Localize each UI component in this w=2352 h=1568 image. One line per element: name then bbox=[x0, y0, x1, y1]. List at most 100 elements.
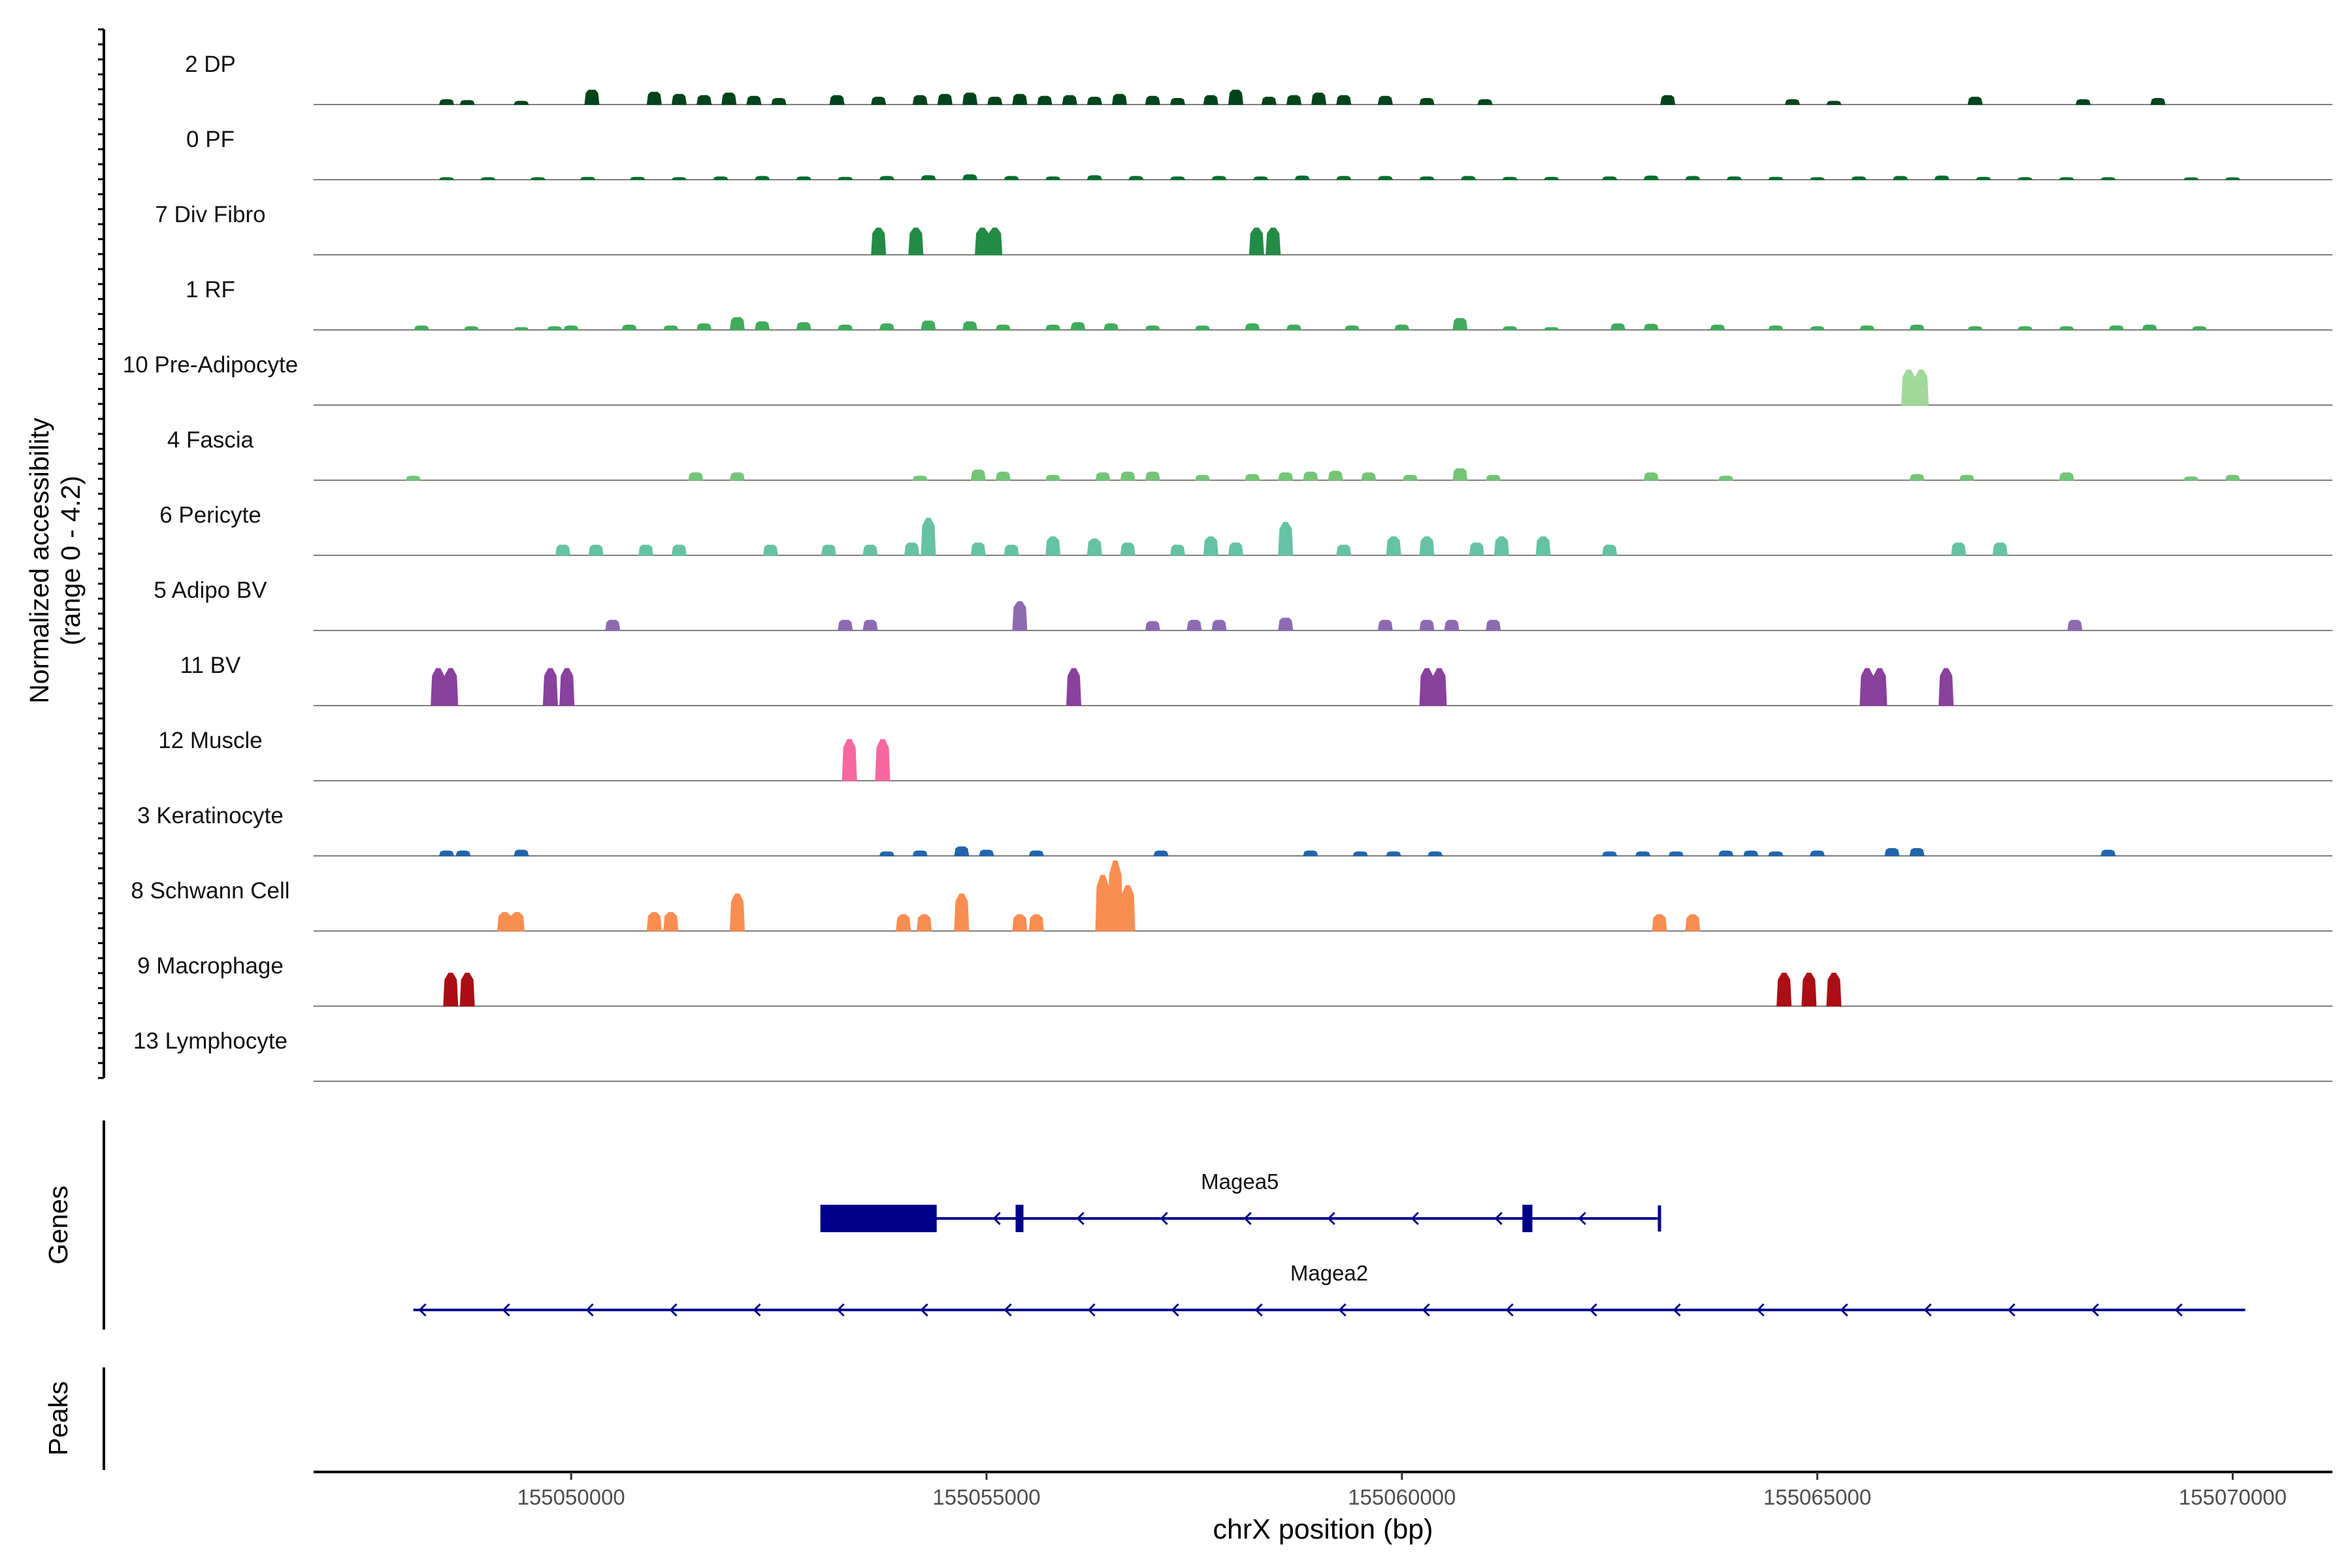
coverage-peak bbox=[1012, 914, 1028, 932]
coverage-peak bbox=[1336, 544, 1352, 556]
coverage-peak bbox=[1934, 175, 1950, 180]
strand-arrow bbox=[2174, 1303, 2183, 1317]
track-12: 8 Schwann Cell bbox=[131, 860, 2332, 932]
coverage-peak bbox=[1872, 668, 1887, 706]
coverage-peak bbox=[1685, 176, 1701, 180]
coverage-peak bbox=[921, 517, 936, 556]
coverage-peak bbox=[896, 914, 911, 932]
coverage-peak bbox=[1602, 544, 1618, 556]
coverage-peak bbox=[1452, 318, 1468, 331]
track-label: 3 Keratinocyte bbox=[137, 803, 284, 828]
coverage-peak bbox=[1336, 95, 1352, 105]
coverage-peak bbox=[879, 176, 895, 180]
coverage-peak bbox=[1328, 470, 1343, 481]
coverage-peak bbox=[729, 472, 745, 481]
coverage-peak bbox=[459, 972, 475, 1007]
track-2: 0 PF bbox=[186, 127, 2332, 180]
strand-arrow bbox=[753, 1303, 761, 1317]
coverage-peak bbox=[513, 327, 529, 331]
coverage-peak bbox=[2142, 324, 2157, 331]
coverage-peak bbox=[463, 326, 480, 331]
x-tick-label: 155065000 bbox=[1763, 1485, 1871, 1509]
coverage-peak bbox=[1377, 176, 1394, 180]
coverage-peak bbox=[2059, 472, 2074, 481]
coverage-peak bbox=[1377, 619, 1393, 631]
coverage-peak bbox=[879, 323, 895, 331]
coverage-peak bbox=[1776, 972, 1792, 1007]
coverage-peak bbox=[754, 176, 770, 180]
track-label: 1 RF bbox=[186, 277, 235, 302]
coverage-peak bbox=[1419, 619, 1435, 631]
track-13: 9 Macrophage bbox=[137, 953, 2332, 1007]
strand-arrow bbox=[1494, 1211, 1503, 1226]
coverage-peak bbox=[1469, 542, 1484, 556]
coverage-peak bbox=[1601, 176, 1618, 180]
coverage-peak bbox=[1502, 176, 1518, 180]
coverage-peak bbox=[771, 98, 787, 105]
coverage-peak bbox=[459, 100, 475, 105]
gene-annotations: Magea5 Magea2 bbox=[413, 1169, 2246, 1317]
coverage-peak bbox=[1145, 95, 1160, 105]
coverage-peak bbox=[1386, 536, 1401, 556]
coverage-peak bbox=[962, 174, 978, 180]
strand-arrow bbox=[669, 1303, 678, 1317]
coverage-peak bbox=[1386, 851, 1401, 857]
coverage-peak bbox=[995, 471, 1011, 481]
track-label: 5 Adipo BV bbox=[154, 578, 267, 603]
coverage-peak bbox=[663, 912, 679, 932]
genes-panel-label: Genes bbox=[43, 1186, 73, 1265]
coverage-peak bbox=[1153, 850, 1169, 857]
coverage-peak bbox=[1477, 99, 1493, 105]
coverage-peak bbox=[1768, 851, 1784, 857]
coverage-peak bbox=[1892, 176, 1908, 180]
coverage-peak bbox=[1938, 668, 1954, 706]
coverage-peak bbox=[2183, 476, 2199, 481]
coverage-peak bbox=[1610, 323, 1626, 331]
coverage-peak bbox=[970, 469, 986, 481]
coverage-peak bbox=[1726, 176, 1742, 180]
strand-arrow bbox=[1076, 1211, 1085, 1226]
coverage-peak bbox=[1768, 325, 1784, 331]
coverage-peak bbox=[638, 544, 654, 556]
strand-arrow bbox=[2091, 1303, 2099, 1317]
coverage-peak bbox=[1967, 326, 1984, 331]
coverage-peak bbox=[1826, 972, 1842, 1007]
coverage-peak bbox=[1070, 322, 1086, 331]
coverage-peak bbox=[729, 893, 745, 932]
coverage-peak bbox=[1768, 176, 1784, 180]
coverage-peak bbox=[1120, 885, 1135, 932]
coverage-peak bbox=[1278, 617, 1294, 631]
coverage-peak bbox=[987, 97, 1003, 105]
coverage-peak bbox=[912, 850, 928, 857]
coverage-peak bbox=[1128, 176, 1144, 180]
coverage-peak bbox=[1419, 668, 1435, 706]
coverage-peak bbox=[875, 739, 890, 781]
coverage-peak bbox=[1294, 175, 1310, 180]
coverage-peak bbox=[1909, 324, 1925, 331]
track-8: 5 Adipo BV bbox=[154, 578, 2332, 631]
coverage-peak bbox=[1444, 619, 1460, 631]
strand-arrow bbox=[1087, 1303, 1096, 1317]
coverage-tracks: 2 DP 0 PF 7 Div Fibro 1 RF 10 Pre-Adipocyte 4… bbox=[123, 52, 2332, 1082]
coverage-peak bbox=[671, 544, 687, 556]
coverage-peak bbox=[1427, 851, 1443, 857]
coverage-peak bbox=[1245, 323, 1260, 331]
coverage-peak bbox=[908, 227, 924, 255]
coverage-peak bbox=[1095, 472, 1111, 481]
strand-arrow bbox=[502, 1303, 510, 1317]
track-11: 3 Keratinocyte bbox=[137, 803, 2332, 857]
coverage-peak bbox=[912, 95, 928, 105]
strand-arrow bbox=[1505, 1303, 1514, 1317]
coverage-peak bbox=[629, 176, 645, 180]
strand-arrow bbox=[1254, 1303, 1263, 1317]
coverage-peak bbox=[755, 321, 770, 331]
coverage-peak bbox=[696, 95, 712, 105]
coverage-peak bbox=[563, 325, 579, 331]
track-1: 2 DP bbox=[185, 52, 2332, 105]
x-tick-label: 155050000 bbox=[517, 1485, 625, 1509]
coverage-peak bbox=[1431, 668, 1447, 706]
coverage-peak bbox=[912, 476, 928, 481]
strand-arrow bbox=[1589, 1303, 1597, 1317]
x-tick-label: 155060000 bbox=[1348, 1485, 1456, 1509]
coverage-peak bbox=[696, 323, 712, 331]
